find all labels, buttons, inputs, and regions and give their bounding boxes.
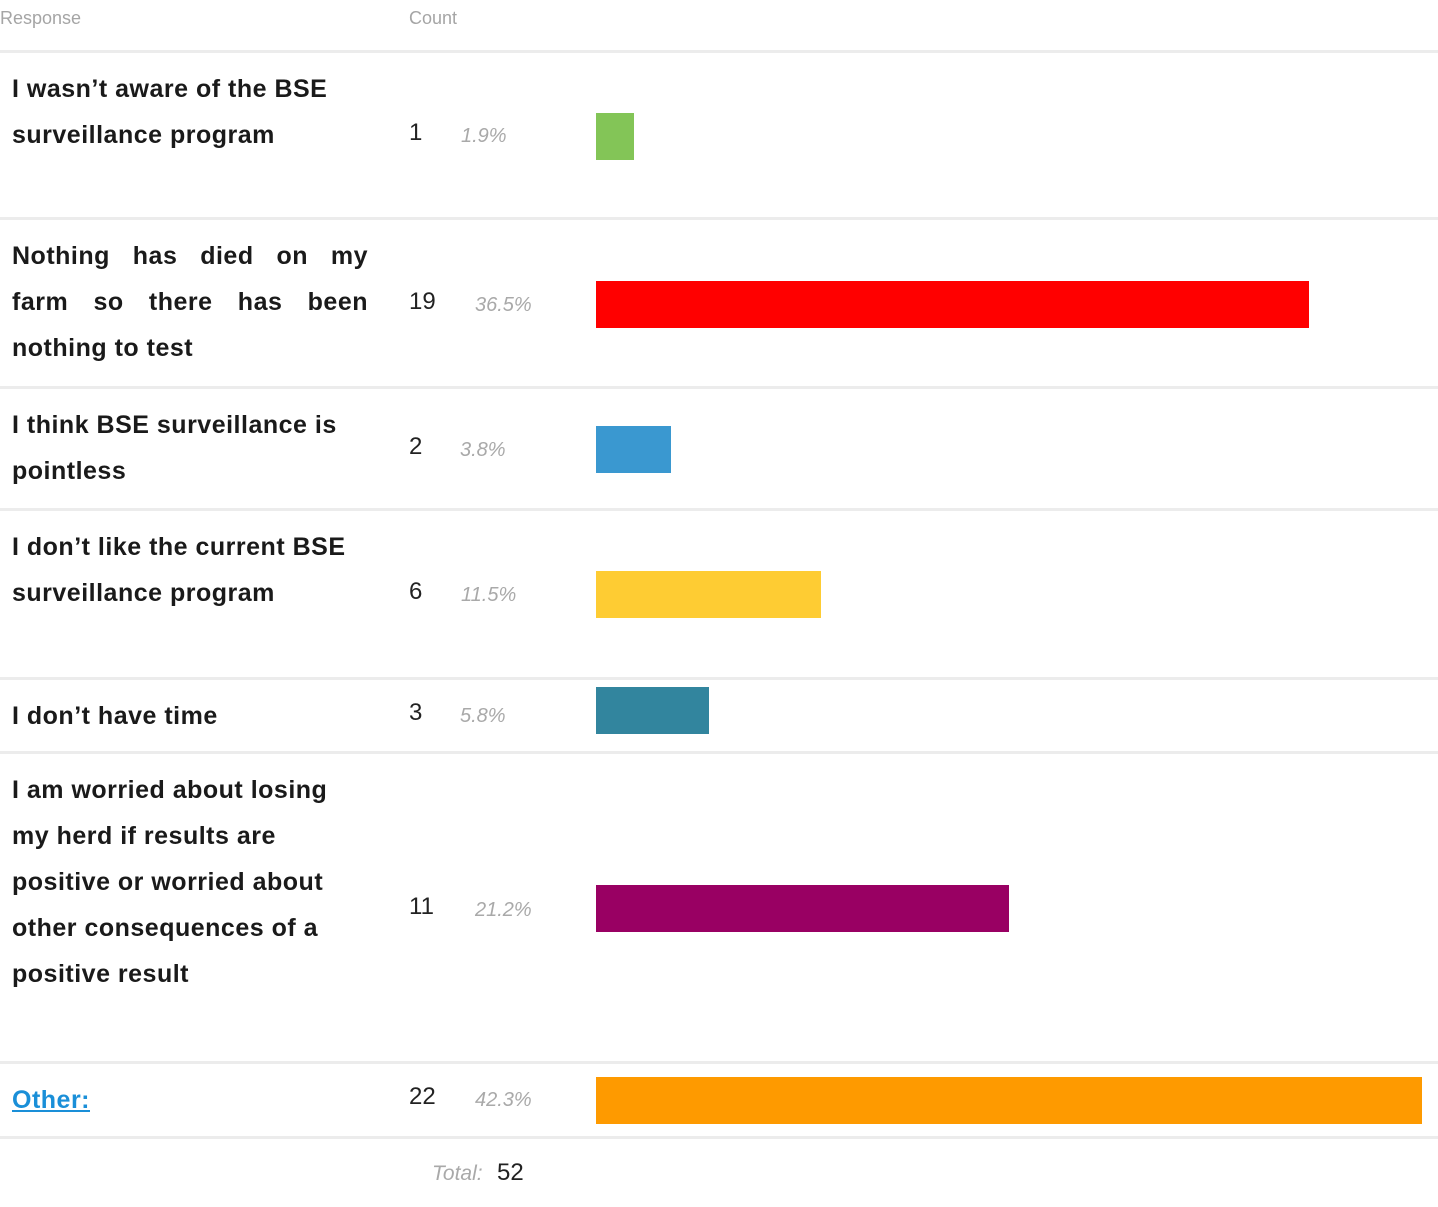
count-value: 19	[409, 288, 436, 315]
response-label-nothing-died: Nothing has died on my farm so there has…	[12, 242, 368, 362]
bar	[596, 1077, 1422, 1124]
percent-value: 21.2%	[475, 899, 532, 921]
response-label-worried-herd: I am worried about losing my herd if res…	[12, 776, 328, 988]
count-value: 2	[409, 433, 423, 460]
count-value: 11	[409, 893, 434, 920]
percent-value: 3.8%	[460, 439, 506, 461]
total-row: Total: 52	[0, 1139, 1438, 1207]
table-row: Nothing has died on my farm so there has…	[0, 220, 1438, 389]
table-row: I am worried about losing my herd if res…	[0, 754, 1438, 1064]
response-label-other-link[interactable]: Other:	[12, 1086, 90, 1114]
percent-value: 42.3%	[475, 1089, 532, 1111]
bar	[596, 885, 1009, 932]
percent-value: 11.5%	[461, 584, 517, 606]
table-row: Other: 22 42.3%	[0, 1064, 1438, 1139]
table-row: I think BSE surveillance is pointless 2 3.…	[0, 389, 1438, 511]
bar	[596, 687, 709, 734]
response-column-header: Response	[0, 8, 82, 28]
response-label-pointless: I think BSE surveillance is pointless	[12, 411, 337, 485]
table-row: I wasn’t aware of the BSE surveillance p…	[0, 53, 1438, 220]
response-label-not-aware: I wasn’t aware of the BSE surveillance p…	[12, 75, 328, 149]
count-value: 3	[409, 699, 423, 726]
table-header: Response Count	[0, 0, 1438, 53]
bar	[596, 281, 1309, 328]
count-value: 6	[409, 578, 423, 605]
count-column-header: Count	[409, 8, 458, 28]
table-row: I don’t like the current BSE surveillanc…	[0, 511, 1438, 680]
table-row: I don’t have time 3 5.8%	[0, 680, 1438, 754]
count-value: 22	[409, 1083, 436, 1110]
percent-value: 36.5%	[475, 294, 532, 316]
response-label-dislike-program: I don’t like the current BSE surveillanc…	[12, 533, 346, 607]
count-value: 1	[409, 119, 423, 146]
percent-value: 5.8%	[460, 705, 506, 727]
bar	[596, 113, 634, 160]
total-value: 52	[497, 1159, 524, 1186]
bar	[596, 426, 671, 473]
percent-value: 1.9%	[461, 125, 507, 147]
bar	[596, 571, 821, 618]
total-label: Total:	[432, 1162, 483, 1185]
response-label-no-time: I don’t have time	[12, 702, 218, 730]
